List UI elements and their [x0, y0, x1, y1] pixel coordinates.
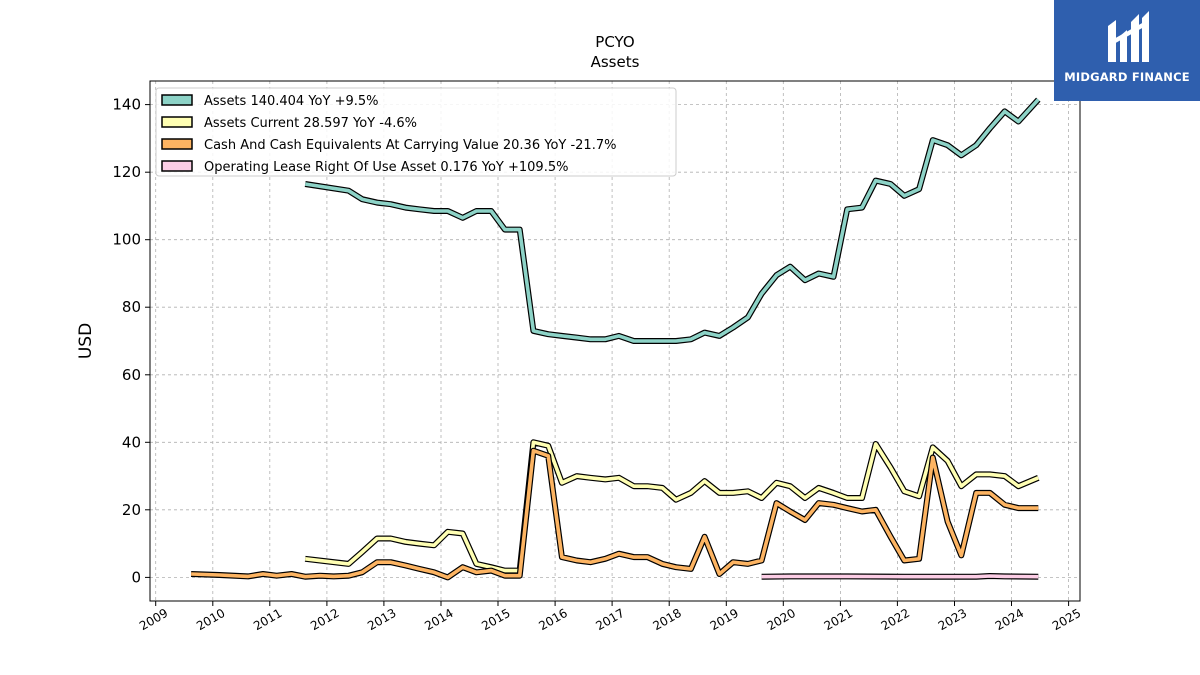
- x-tick-label: 2025: [1050, 606, 1083, 633]
- plot-frame: [149, 80, 1081, 602]
- chart-subtitle: Assets: [591, 53, 640, 71]
- x-tick-label: 2012: [308, 606, 341, 633]
- x-tick-label: 2023: [936, 606, 969, 633]
- y-tick-label: 120: [112, 163, 141, 181]
- series-1: [304, 439, 1040, 574]
- legend: Assets 140.404 YoY +9.5% Assets Current 2…: [155, 87, 677, 177]
- chart-title: PCYO: [595, 33, 634, 51]
- logo-mark-icon: [1108, 11, 1149, 62]
- legend-label: Operating Lease Right Of Use Asset 0.176…: [204, 160, 568, 175]
- x-tick-label: 2016: [536, 606, 569, 633]
- series-0: [304, 97, 1041, 344]
- x-tick-label: 2018: [650, 606, 683, 633]
- legend-label: Assets 140.404 YoY +9.5%: [204, 94, 379, 109]
- midgard-finance-logo: MIDGARD FINANCE: [1054, 0, 1200, 101]
- x-tick-label: 2022: [879, 606, 912, 633]
- x-tick-label: 2017: [593, 606, 626, 633]
- legend-swatch: [161, 116, 193, 128]
- series-line: [761, 574, 1039, 579]
- x-tick-label: 2013: [365, 606, 398, 633]
- legend-swatch: [161, 138, 193, 150]
- series-line: [304, 440, 1039, 573]
- y-axis-label: USD: [76, 323, 96, 359]
- legend-item: Operating Lease Right Of Use Asset 0.176…: [161, 160, 568, 175]
- x-tick-label: 2014: [422, 606, 455, 633]
- y-tick-label: 40: [122, 433, 141, 451]
- x-tick-label: 2019: [708, 606, 741, 633]
- series-layer: [190, 97, 1041, 581]
- y-tick-label: 20: [122, 501, 141, 519]
- legend-label: Cash And Cash Equivalents At Carrying Va…: [204, 138, 616, 153]
- x-tick-label: 2010: [194, 606, 227, 633]
- series-2: [190, 447, 1039, 581]
- x-tick-label: 2024: [993, 606, 1026, 633]
- x-tick-label: 2015: [479, 606, 512, 633]
- y-tick-label: 140: [112, 96, 141, 114]
- y-tick-label: 100: [112, 231, 141, 249]
- legend-item: Cash And Cash Equivalents At Carrying Va…: [161, 138, 616, 153]
- legend-swatch: [161, 94, 193, 106]
- x-tick-label: 2009: [137, 606, 170, 633]
- x-tick-label: 2020: [765, 606, 798, 633]
- series-3: [761, 573, 1039, 580]
- series-line: [304, 98, 1040, 343]
- x-tick-label: 2011: [251, 606, 284, 633]
- y-tick-label: 60: [122, 366, 141, 384]
- x-tick-label: 2021: [822, 606, 855, 633]
- series-line: [191, 448, 1039, 580]
- legend-item: Assets Current 28.597 YoY -4.6%: [161, 116, 417, 131]
- y-tick-label: 0: [131, 568, 141, 586]
- logo-text: MIDGARD FINANCE: [1064, 70, 1190, 84]
- legend-item: Assets 140.404 YoY +9.5%: [161, 94, 379, 109]
- y-tick-label: 80: [122, 298, 141, 316]
- legend-label: Assets Current 28.597 YoY -4.6%: [204, 116, 417, 131]
- legend-box: [155, 87, 677, 177]
- legend-swatch: [161, 160, 193, 172]
